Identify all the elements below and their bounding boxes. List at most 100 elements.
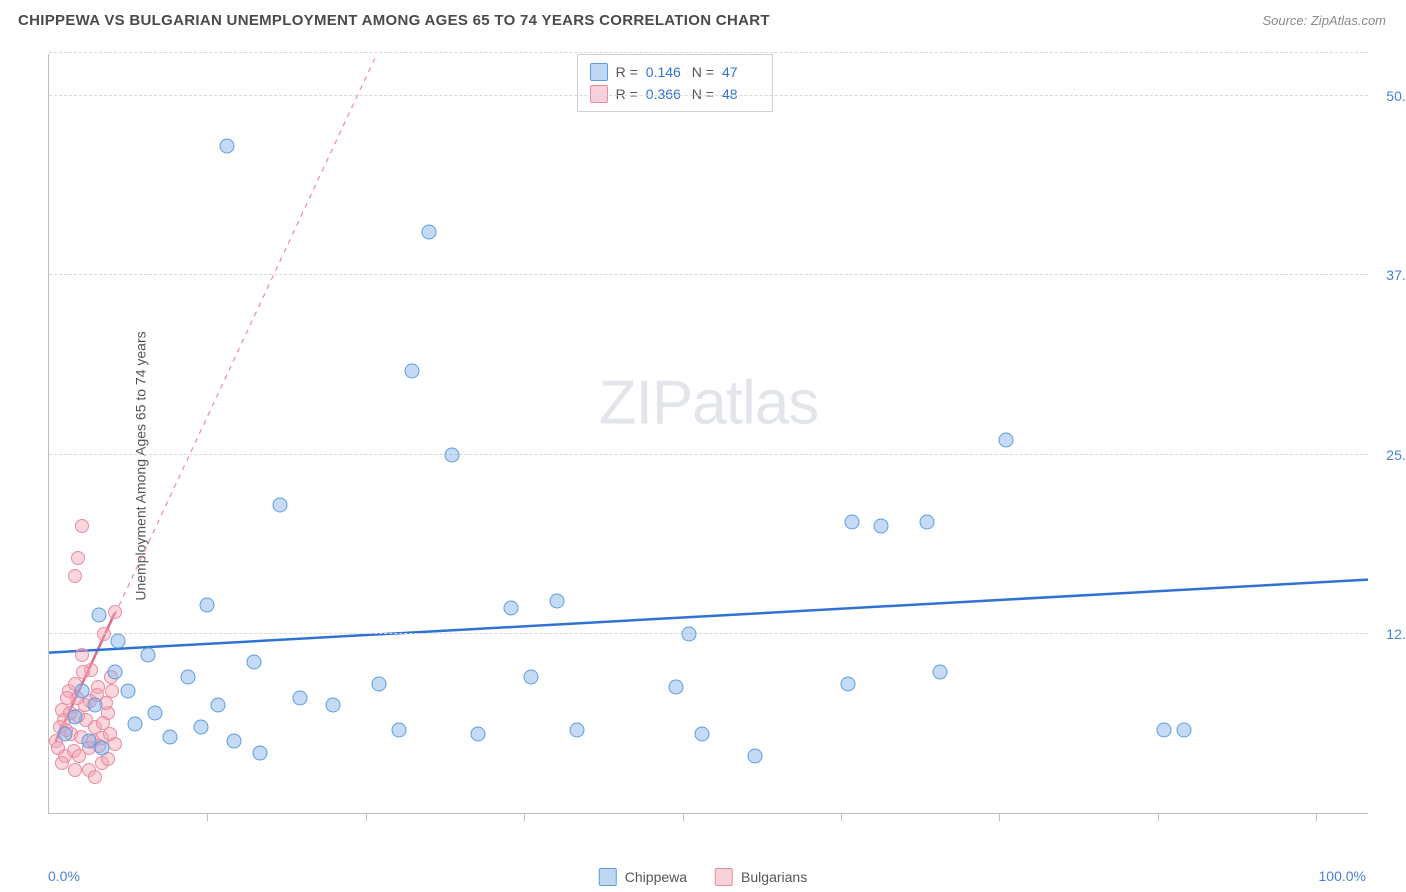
data-point [292,691,307,706]
data-point [273,497,288,512]
chart-container: Unemployment Among Ages 65 to 74 years Z… [0,40,1406,892]
gridline-h [49,52,1368,53]
data-point [523,669,538,684]
r-label: R = [616,86,638,102]
data-point [72,749,86,763]
data-point [92,608,107,623]
x-tick [1316,813,1317,821]
data-point [94,741,109,756]
y-tick-label: 25.0% [1386,447,1406,463]
data-point [919,514,934,529]
legend-item: Bulgarians [715,868,807,886]
series-legend: Chippewa Bulgarians [599,868,807,886]
stats-row: R = 0.146 N = 47 [590,61,760,83]
data-point [669,679,684,694]
data-point [1177,722,1192,737]
data-point [226,734,241,749]
data-point [405,364,420,379]
r-label: R = [616,64,638,80]
data-point [246,655,261,670]
legend-label: Chippewa [625,869,687,885]
data-point [504,600,519,615]
n-value: 47 [722,64,760,80]
x-axis-origin-label: 0.0% [48,868,80,884]
n-value: 48 [722,86,760,102]
x-tick [999,813,1000,821]
data-point [372,676,387,691]
stats-legend-box: R = 0.146 N = 47 R = 0.366 N = 48 [577,54,773,112]
trend-lines [49,54,1368,813]
data-point [550,593,565,608]
data-point [220,139,235,154]
data-point [108,665,123,680]
gridline-h [49,633,1368,634]
swatch-blue [599,868,617,886]
data-point [193,719,208,734]
data-point [127,717,142,732]
data-point [147,705,162,720]
x-tick [1158,813,1159,821]
data-point [110,633,125,648]
data-point [873,519,888,534]
data-point [210,698,225,713]
x-axis-max-label: 100.0% [1319,868,1366,884]
data-point [999,433,1014,448]
data-point [55,756,69,770]
data-point [108,605,122,619]
data-point [51,741,65,755]
data-point [840,676,855,691]
data-point [76,665,90,679]
data-point [844,514,859,529]
data-point [422,225,437,240]
data-point [325,698,340,713]
y-tick-label: 12.5% [1386,626,1406,642]
data-point [163,730,178,745]
y-tick-label: 37.5% [1386,267,1406,283]
data-point [471,727,486,742]
n-label: N = [692,86,714,102]
source-attribution: Source: ZipAtlas.com [1262,13,1386,28]
swatch-blue [590,63,608,81]
data-point [68,569,82,583]
data-point [68,763,82,777]
gridline-h [49,95,1368,96]
n-label: N = [692,64,714,80]
data-point [180,669,195,684]
data-point [75,519,89,533]
data-point [253,745,268,760]
data-point [75,684,90,699]
watermark: ZIPatlas [599,368,818,439]
data-point [57,727,72,742]
x-tick [841,813,842,821]
swatch-pink [590,85,608,103]
data-point [88,770,102,784]
chart-title: CHIPPEWA VS BULGARIAN UNEMPLOYMENT AMONG… [18,12,770,29]
watermark-part1: ZIP [599,369,692,438]
gridline-h [49,274,1368,275]
x-tick [524,813,525,821]
data-point [75,648,89,662]
data-point [88,698,103,713]
data-point [60,691,74,705]
data-point [682,626,697,641]
data-point [748,748,763,763]
data-point [121,684,136,699]
data-point [105,684,119,698]
swatch-pink [715,868,733,886]
x-tick [683,813,684,821]
data-point [71,551,85,565]
plot-area: ZIPatlas R = 0.146 N = 47 R = 0.366 N = … [48,54,1368,814]
watermark-part2: atlas [692,369,818,438]
data-point [103,727,117,741]
chart-header: CHIPPEWA VS BULGARIAN UNEMPLOYMENT AMONG… [0,0,1406,37]
data-point [695,727,710,742]
data-point [68,709,83,724]
data-point [570,722,585,737]
data-point [141,648,156,663]
legend-item: Chippewa [599,868,687,886]
data-point [444,447,459,462]
r-value: 0.366 [646,86,684,102]
x-tick [207,813,208,821]
legend-label: Bulgarians [741,869,807,885]
data-point [933,665,948,680]
